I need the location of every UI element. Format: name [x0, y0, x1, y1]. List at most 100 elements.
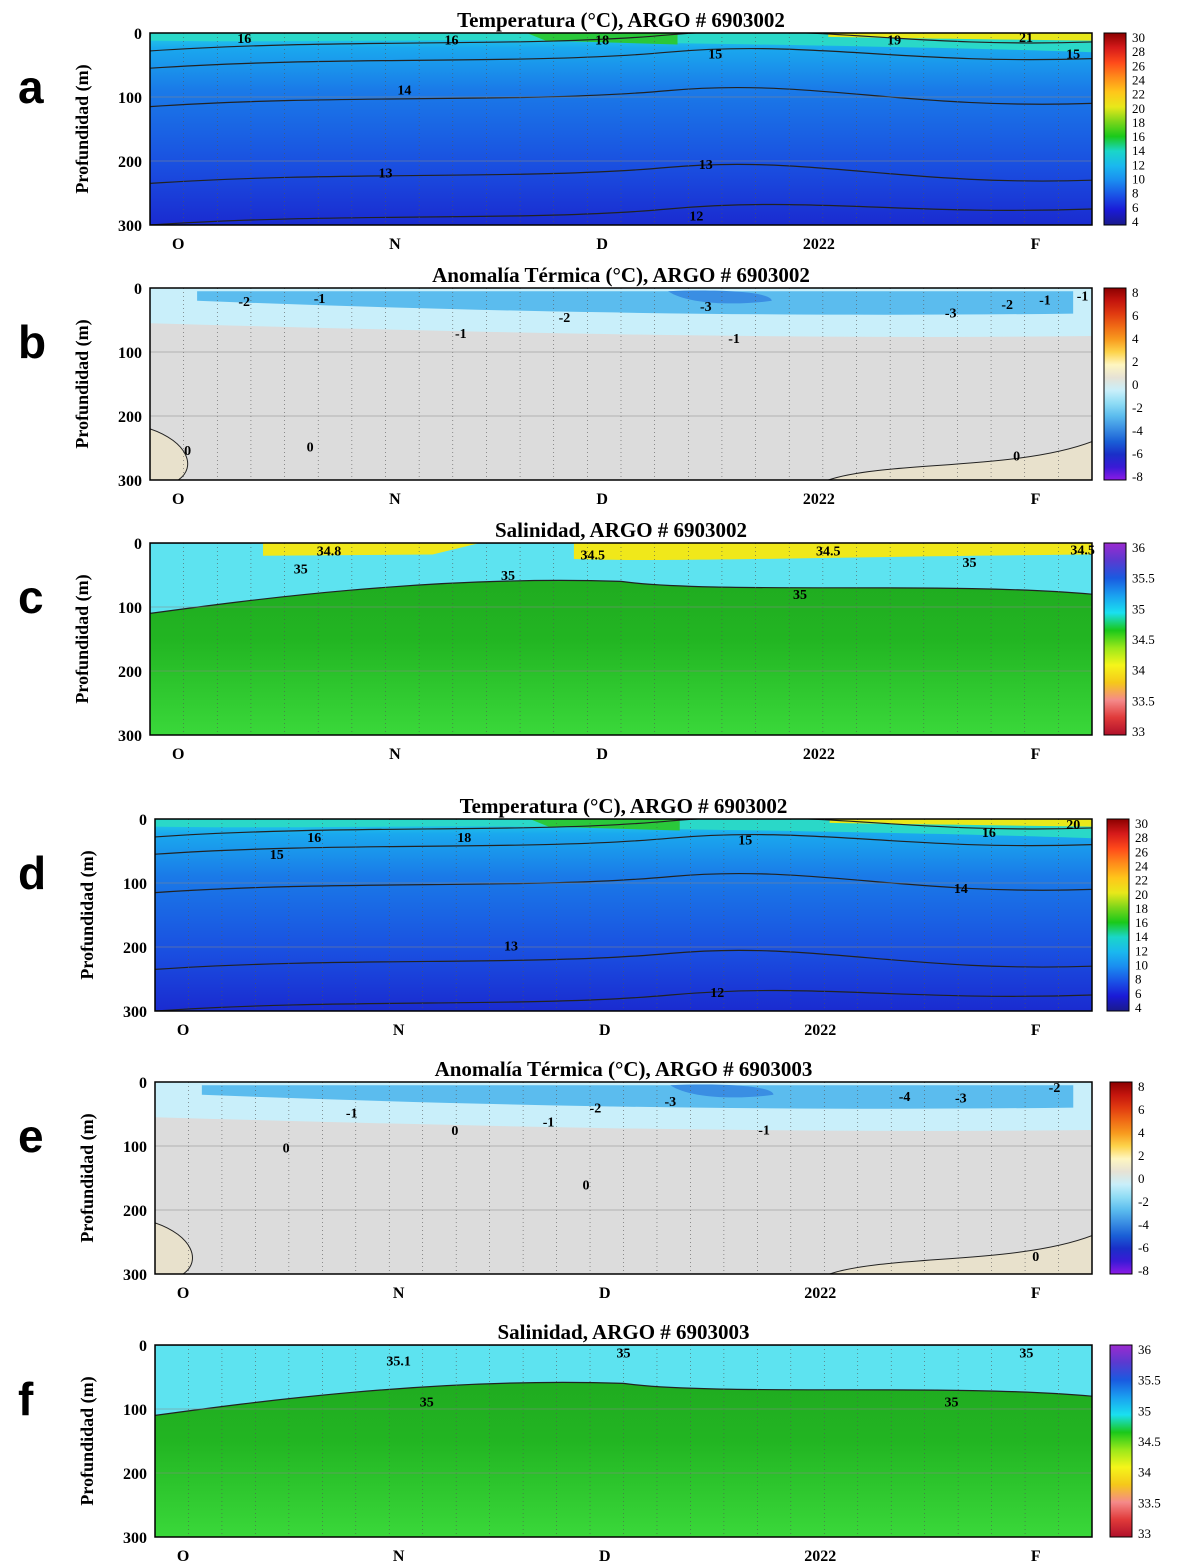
contour-label: 35: [501, 569, 515, 584]
colorbar-tick-label: 33.5: [1138, 1495, 1161, 1510]
x-tick-label: F: [1031, 1285, 1041, 1302]
panel-e: e Anomalía Térmica (°C), ARGO # 6903003 -1…: [18, 1057, 1149, 1302]
contour-label: 35: [944, 1395, 958, 1410]
plot-frame: [149, 32, 1093, 226]
colorbar-tick-label: 28: [1135, 830, 1148, 845]
contour-label: -1: [1077, 290, 1089, 305]
y-tick-label: 300: [123, 1530, 147, 1547]
colorbar-tick-label: 6: [1135, 986, 1142, 1001]
contour-label: -1: [346, 1107, 358, 1122]
contour-label: -2: [1001, 298, 1013, 313]
colorbar-tick-label: 20: [1135, 887, 1148, 902]
x-tick-label: F: [1031, 491, 1041, 508]
x-tick-label: N: [393, 1548, 405, 1565]
contour-label: 13: [504, 940, 518, 955]
plot-frame: [154, 818, 1093, 1012]
colorbar: 8 6 4 2 0 -2 -4 -6 -8: [1103, 285, 1143, 484]
colorbar-tick-label: 16: [1132, 129, 1146, 144]
contour-line: [150, 33, 1092, 52]
colorbar-tick-label: 26: [1132, 58, 1146, 73]
x-tick-label: O: [172, 746, 184, 763]
plot-area: [150, 288, 1092, 480]
y-tick-label: 300: [123, 1004, 147, 1021]
panel-letter: d: [18, 847, 46, 899]
colorbar-tick-label: 4: [1132, 331, 1139, 346]
contour-label: -1: [758, 1123, 770, 1138]
contour-label: 20: [1066, 818, 1080, 833]
y-tick-label: 300: [118, 218, 142, 235]
colorbar-tick-label: -4: [1132, 423, 1143, 438]
contour-label: 12: [710, 986, 724, 1001]
colorbar-tick-label: 10: [1135, 958, 1148, 973]
x-tick-label: D: [596, 746, 608, 763]
colorbar: 36 35.5 35 34.5 34 33.5 33: [1109, 1342, 1161, 1541]
anomaly-neg3: [670, 1084, 774, 1098]
panel-title: Anomalía Térmica (°C), ARGO # 6903003: [435, 1057, 813, 1081]
colorbar-tick-label: 6: [1132, 200, 1139, 215]
contour-label: 34.5: [816, 545, 841, 560]
contour-label: 0: [583, 1178, 590, 1193]
colorbar-tick-label: 4: [1138, 1125, 1145, 1140]
x-tick-label: D: [599, 1022, 611, 1039]
panel-title: Temperatura (°C), ARGO # 6903002: [457, 8, 785, 32]
y-tick-label: 0: [139, 812, 147, 829]
contour-label: 0: [451, 1124, 458, 1139]
colorbar-tick-label: 36: [1138, 1342, 1152, 1357]
contour-label: -4: [899, 1090, 911, 1105]
contour-label: -3: [955, 1091, 967, 1106]
contour-label: 0: [307, 441, 314, 456]
plot-frame: [149, 542, 1093, 736]
plot-area: [155, 1082, 1092, 1274]
contour-line: [150, 86, 1092, 108]
colorbar-tick-label: 12: [1135, 943, 1148, 958]
contour-label: 0: [283, 1141, 290, 1156]
contour-label: 0: [184, 444, 191, 459]
panel-b: b Anomalía Térmica (°C), ARGO # 6903002 -2…: [18, 263, 1143, 508]
x-tick-label: 2022: [803, 746, 835, 763]
contour-label: 15: [738, 833, 752, 848]
colorbar-tick-label: 8: [1138, 1079, 1145, 1094]
panel-letter: c: [18, 571, 44, 623]
y-tick-label: 100: [123, 1402, 147, 1419]
colorbar-tick-label: 35: [1132, 601, 1145, 616]
colorbar-tick-label: 20: [1132, 101, 1145, 116]
contour-label: 0: [1032, 1250, 1039, 1265]
contour-label: 15: [270, 848, 284, 863]
colorbar-tick-label: 4: [1135, 1000, 1142, 1015]
contour-label: 16: [444, 33, 458, 48]
colorbar: 36 35.5 35 34.5 34 33.5 33: [1103, 540, 1155, 739]
x-tick-label: N: [389, 746, 401, 763]
x-tick-label: O: [172, 491, 184, 508]
colorbar-tick-label: -6: [1132, 446, 1143, 461]
colorbar-tick-label: 8: [1135, 972, 1142, 987]
contour-label: -1: [543, 1116, 555, 1131]
contour-label: -2: [559, 311, 571, 326]
colorbar-tick-label: 26: [1135, 844, 1149, 859]
fresh-patch: [573, 543, 1092, 561]
contour-label: 16: [307, 831, 321, 846]
anomaly-zero: [829, 1235, 1092, 1274]
contour-label: -3: [665, 1095, 677, 1110]
y-tick-label: 200: [123, 1466, 147, 1483]
colorbar-tick-label: 14: [1132, 143, 1146, 158]
yellow-patch: [828, 33, 1092, 41]
contour-label: 35: [793, 588, 807, 603]
panel-title: Salinidad, ARGO # 6903003: [497, 1320, 749, 1344]
contour-label: 14: [954, 882, 968, 897]
colorbar-tick-label: 14: [1135, 929, 1149, 944]
low-salinity-layer: [150, 543, 1092, 615]
x-tick-label: 2022: [804, 1548, 836, 1565]
colorbar-tick-label: 30: [1135, 816, 1148, 831]
contour-label: 35: [963, 556, 977, 571]
panel-title: Anomalía Térmica (°C), ARGO # 6903002: [432, 263, 810, 287]
colorbar-tick-label: 24: [1132, 72, 1146, 87]
contour-line: [150, 163, 1092, 184]
colorbar-tick-label: -2: [1138, 1194, 1149, 1209]
y-tick-label: 200: [118, 664, 142, 681]
y-axis-label: Profundidad (m): [77, 1113, 98, 1242]
x-tick-label: F: [1031, 1022, 1041, 1039]
colorbar-tick-label: 10: [1132, 172, 1145, 187]
colorbar-tick-label: 12: [1132, 157, 1145, 172]
